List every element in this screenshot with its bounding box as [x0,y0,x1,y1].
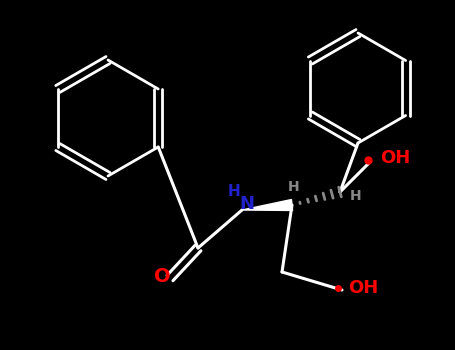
Text: N: N [239,195,254,213]
Text: O: O [154,266,170,286]
Text: H: H [350,189,362,203]
Text: OH: OH [348,279,378,297]
Polygon shape [242,199,293,210]
Text: OH: OH [380,149,410,167]
Text: H: H [288,180,300,194]
Text: H: H [228,184,240,200]
